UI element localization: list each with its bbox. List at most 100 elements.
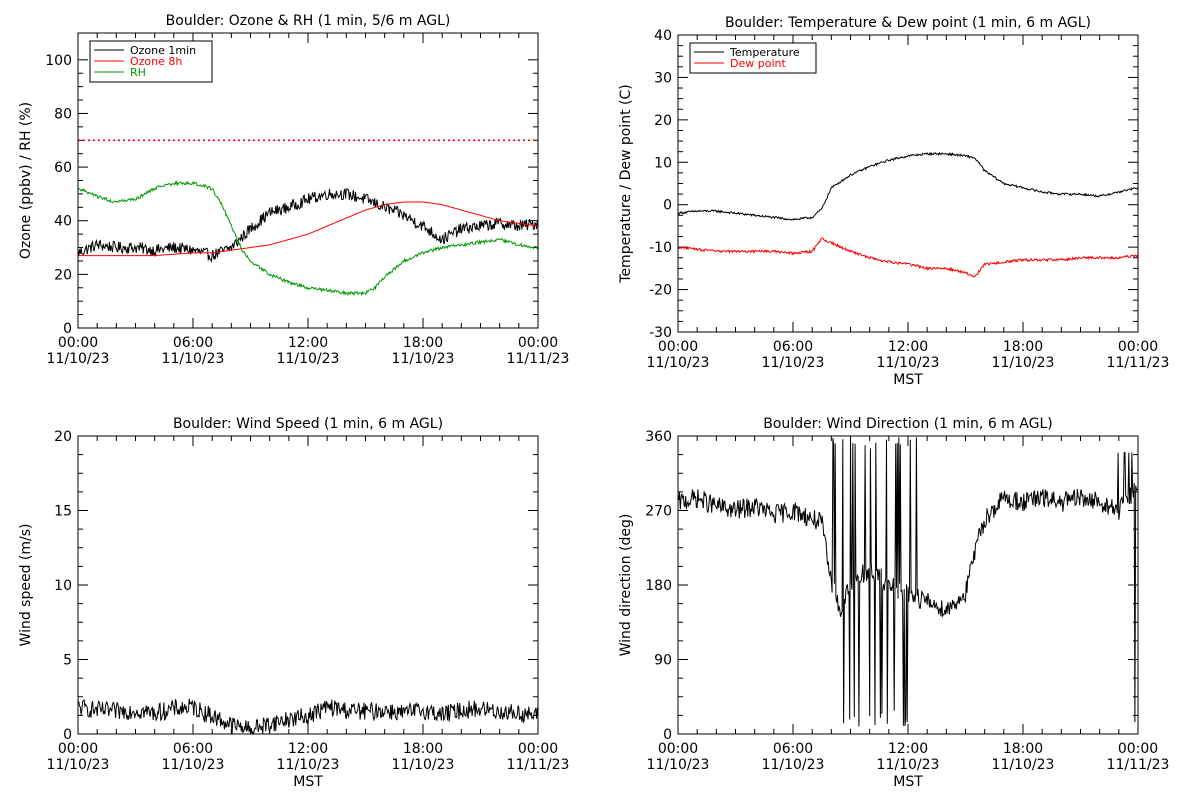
axes-frame [677,34,1139,333]
x-tick-label-line: 11/10/23 [277,757,340,773]
y-tick-label: 10 [54,578,72,594]
legend-label: Temperature [729,46,800,59]
x-tick-label-line: 11/10/23 [762,757,825,773]
x-tick-label-line: 18:00 [1003,741,1043,757]
x-tick-label: 00:00 11/10/23 [47,741,110,773]
y-tick-label: 40 [54,214,72,230]
y-tick-label: 360 [645,429,672,445]
series-line-data [678,436,1138,727]
series-line-ozone-8h [78,201,538,257]
axes-frame [77,32,539,329]
y-tick-label: 15 [54,504,72,520]
series-line-dew-point [678,237,1138,278]
y-axis-label: Temperature / Dew point (C) [618,84,634,283]
series-line-ozone-1min [78,188,538,263]
chart-title: Boulder: Temperature & Dew point (1 min,… [725,15,1091,31]
y-tick-label: 20 [54,267,72,283]
x-tick-label-line: 00:00 [658,741,698,757]
x-tick-label-line: 00:00 [58,335,98,351]
wind-speed-panel: Boulder: Wind Speed (1 min, 6 m AGL) Wind… [18,416,569,790]
legend-label: RH [130,66,146,79]
chart-title: Boulder: Wind Speed (1 min, 6 m AGL) [173,416,443,432]
y-tick-label: 20 [54,429,72,445]
x-tick-label-line: 11/10/23 [162,351,225,367]
x-tick-label-line: 11/10/23 [762,355,825,371]
y-tick-label: 10 [654,155,672,171]
x-axis-label: MST [893,372,923,388]
x-tick-label-line: 11/10/23 [392,351,455,367]
axes-frame [77,435,539,735]
y-tick-label: 90 [654,653,672,669]
x-tick-label-line: 00:00 [518,335,558,351]
x-tick-label-line: 11/10/23 [392,757,455,773]
x-tick-label-line: 11/10/23 [277,351,340,367]
x-tick-label-line: 00:00 [58,741,98,757]
x-tick-label-line: 11/10/23 [877,757,940,773]
x-axis-label: MST [893,774,923,790]
x-tick-label: 00:00 11/10/23 [647,741,710,773]
x-tick-label: 06:00 11/10/23 [762,339,825,371]
y-tick-label: 80 [54,106,72,122]
x-tick-label: 00:00 11/10/23 [647,339,710,371]
y-axis-label: Wind speed (m/s) [18,524,34,647]
x-tick-label-line: 12:00 [288,741,328,757]
y-tick-label: -20 [649,283,672,299]
x-tick-label: 06:00 11/10/23 [762,741,825,773]
x-tick-label-line: 06:00 [773,339,813,355]
x-tick-label-line: 11/10/23 [47,351,110,367]
y-tick-label: 270 [645,504,672,520]
x-tick-label-line: 12:00 [288,335,328,351]
y-tick-label: 20 [654,113,672,129]
legend-label: Ozone 1min [130,44,196,57]
x-tick-label-line: 11/10/23 [162,757,225,773]
x-tick-label-line: 18:00 [403,335,443,351]
x-tick-label-line: 18:00 [403,741,443,757]
x-tick-label: 00:00 11/11/23 [1107,741,1170,773]
x-tick-label-line: 00:00 [1118,339,1158,355]
y-tick-label: 180 [645,578,672,594]
x-tick-label-line: 12:00 [888,339,928,355]
y-tick-label: 0 [663,198,672,214]
y-tick-label: 0 [63,727,72,743]
y-axis-label: Ozone (ppbv) / RH (%) [18,102,34,259]
x-tick-label: 18:00 11/10/23 [992,741,1055,773]
x-tick-label-line: 11/11/23 [1107,355,1170,371]
y-tick-label: -10 [649,240,672,256]
x-axis-label: MST [293,774,323,790]
x-tick-label: 18:00 11/10/23 [992,339,1055,371]
chart-title: Boulder: Wind Direction (1 min, 6 m AGL) [763,416,1052,432]
x-tick-label-line: 00:00 [518,741,558,757]
x-tick-label: 12:00 11/10/23 [277,335,340,367]
y-tick-label: -30 [649,325,672,341]
x-tick-label-line: 06:00 [173,335,213,351]
x-tick-label: 12:00 11/10/23 [877,339,940,371]
x-tick-label-line: 06:00 [773,741,813,757]
legend-label: Ozone 8h [130,55,182,68]
x-tick-label-line: 11/10/23 [877,355,940,371]
x-tick-label: 18:00 11/10/23 [392,335,455,367]
x-tick-label-line: 11/10/23 [47,757,110,773]
legend-box [689,42,817,74]
axes-frame [677,435,1139,735]
x-tick-label: 06:00 11/10/23 [162,741,225,773]
temperature-dewpoint-panel: Boulder: Temperature & Dew point (1 min,… [618,15,1169,388]
x-tick-label-line: 00:00 [658,339,698,355]
x-tick-label: 18:00 11/10/23 [392,741,455,773]
x-tick-label-line: 11/11/23 [507,351,570,367]
ozone-rh-panel: Boulder: Ozone & RH (1 min, 5/6 m AGL) Oz… [18,13,569,367]
y-tick-label: 40 [654,28,672,44]
x-tick-label-line: 11/11/23 [1107,757,1170,773]
x-tick-label-line: 11/11/23 [507,757,570,773]
x-tick-label: 12:00 11/10/23 [877,741,940,773]
y-tick-label: 30 [654,70,672,86]
x-tick-label-line: 11/10/23 [992,355,1055,371]
series-line-temperature [678,151,1138,221]
y-tick-label: 0 [663,727,672,743]
x-tick-label-line: 11/10/23 [647,757,710,773]
x-tick-label-line: 00:00 [1118,741,1158,757]
legend-label: Dew point [730,57,786,70]
x-tick-label-line: 11/10/23 [647,355,710,371]
x-tick-label-line: 18:00 [1003,339,1043,355]
x-tick-label-line: 12:00 [888,741,928,757]
